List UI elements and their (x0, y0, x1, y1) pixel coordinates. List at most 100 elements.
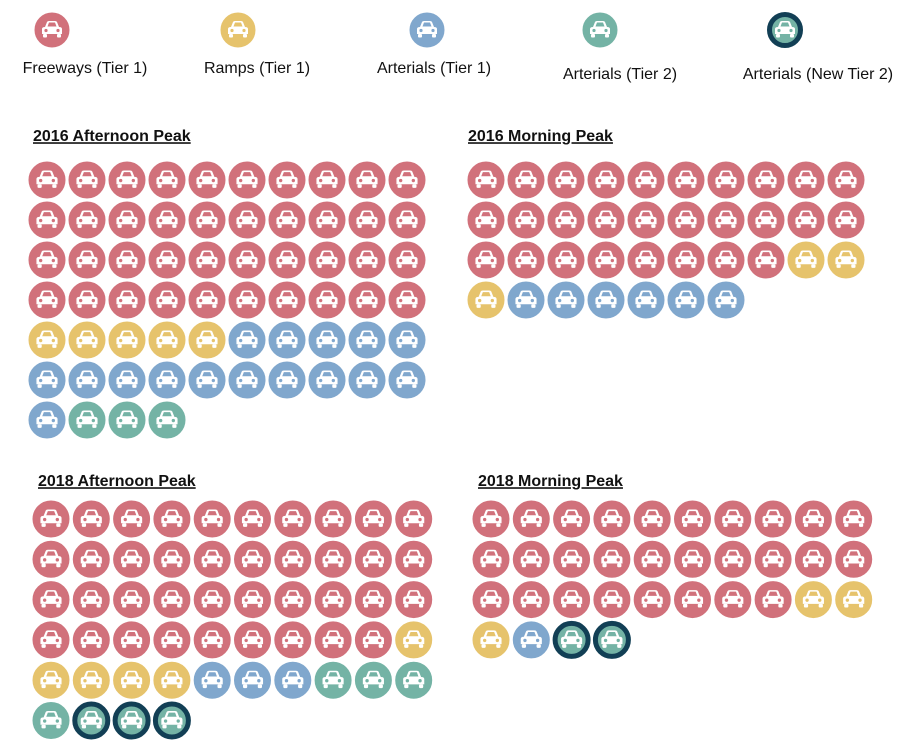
icon (552, 620, 591, 659)
icon (112, 580, 152, 620)
icon (67, 360, 107, 400)
icon (706, 240, 746, 280)
icon (471, 620, 511, 660)
icon (273, 499, 313, 539)
icon (347, 320, 387, 360)
icon (67, 240, 107, 280)
icon (347, 280, 387, 320)
icon (786, 240, 826, 280)
icon (152, 580, 192, 620)
icon (394, 499, 434, 539)
icon (227, 200, 267, 240)
icon (27, 280, 67, 320)
icon (107, 160, 147, 200)
icon (67, 320, 107, 360)
icon (387, 360, 427, 400)
icon (147, 400, 187, 440)
icon (31, 580, 71, 620)
icon (592, 499, 632, 539)
icon (506, 280, 546, 320)
icon (347, 240, 387, 280)
icon (753, 580, 793, 620)
icon (192, 660, 232, 700)
legend-icon (767, 12, 803, 48)
icon (353, 539, 393, 579)
icon (466, 240, 506, 280)
icon (466, 160, 506, 200)
icon (666, 160, 706, 200)
icon (387, 320, 427, 360)
icon (673, 580, 712, 620)
icon (71, 660, 111, 700)
icon (112, 499, 152, 539)
icon (27, 320, 67, 360)
icon (353, 499, 393, 539)
icon (187, 200, 227, 240)
icon (71, 580, 111, 620)
icon (107, 360, 147, 400)
legend-label: Ramps (Tier 1) (204, 60, 310, 77)
icon (147, 320, 187, 360)
icon (471, 539, 511, 579)
icon (152, 539, 192, 579)
icon (552, 499, 592, 539)
icon (67, 160, 107, 200)
icon (586, 200, 626, 240)
icon (31, 660, 71, 700)
icon (673, 539, 712, 579)
icon (506, 160, 546, 200)
legend-label: Freeways (Tier 1) (23, 60, 148, 77)
icon (67, 280, 107, 320)
icon (27, 400, 67, 440)
icon (31, 701, 71, 740)
icon (753, 499, 793, 539)
icon (353, 580, 393, 620)
icon (233, 499, 272, 539)
icon (632, 580, 672, 620)
icon (187, 320, 227, 360)
icon (546, 240, 586, 280)
icon (673, 499, 712, 539)
icon (466, 200, 506, 240)
icon (227, 160, 267, 200)
icon (307, 160, 347, 200)
icon (233, 580, 272, 620)
icon (273, 660, 313, 700)
icon (586, 240, 626, 280)
icon (546, 280, 586, 320)
panel-title: 2016 Morning Peak (468, 128, 613, 145)
icon (394, 539, 434, 579)
icon (592, 580, 632, 620)
icon (793, 580, 833, 620)
icon (586, 160, 626, 200)
icon (307, 320, 347, 360)
icon (187, 360, 227, 400)
icon (713, 499, 753, 539)
icon (107, 400, 147, 440)
icon (192, 580, 232, 620)
icon (546, 160, 586, 200)
icon (31, 620, 71, 660)
icon (147, 240, 187, 280)
icon (67, 400, 107, 440)
icon (834, 539, 874, 579)
icon (107, 320, 147, 360)
icon (233, 660, 272, 700)
icon (746, 200, 786, 240)
icon (387, 160, 427, 200)
icon (793, 499, 833, 539)
icon (713, 539, 753, 579)
icon (192, 499, 232, 539)
panel-title: 2018 Morning Peak (478, 473, 623, 490)
icon (546, 200, 586, 240)
icon (353, 660, 393, 700)
icon (107, 240, 147, 280)
icon (834, 580, 874, 620)
icon (626, 200, 666, 240)
icon (746, 240, 786, 280)
icon (307, 360, 347, 400)
icon (267, 280, 307, 320)
icon (347, 200, 387, 240)
icon (353, 620, 393, 660)
icon (27, 160, 67, 200)
